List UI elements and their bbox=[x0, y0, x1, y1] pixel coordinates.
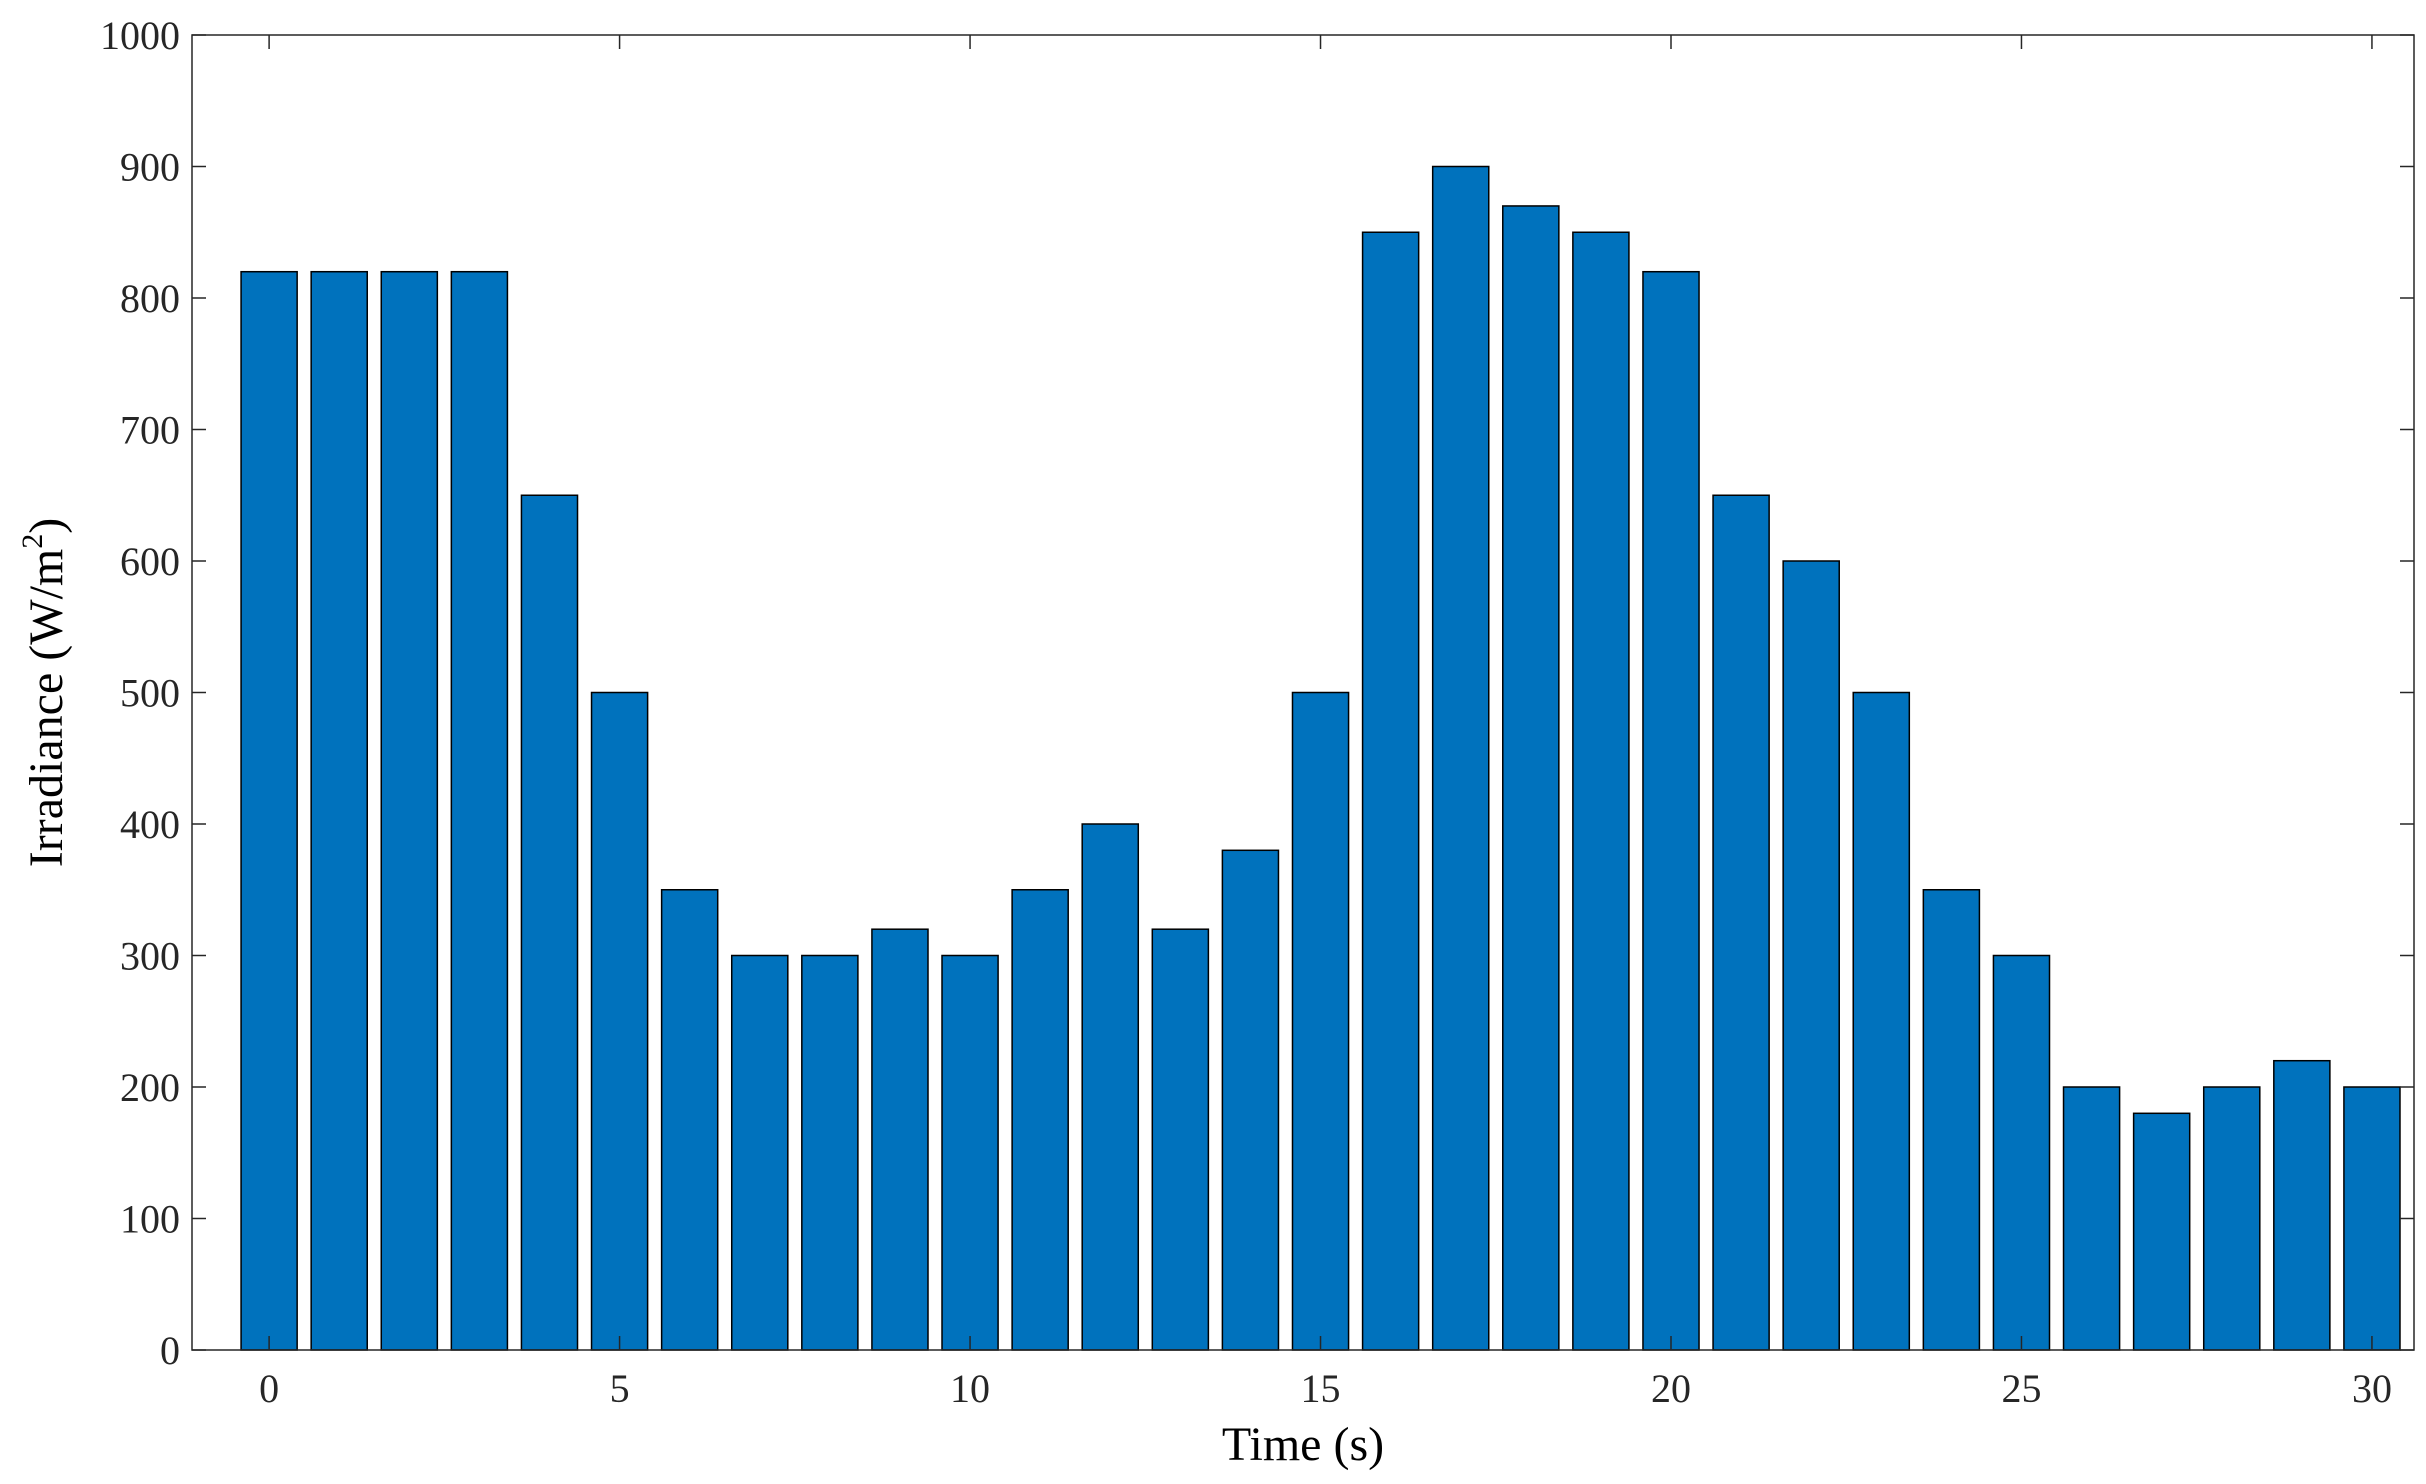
x-tick-label: 15 bbox=[1301, 1366, 1341, 1411]
y-tick-label: 1000 bbox=[100, 13, 180, 58]
bar-t20 bbox=[1642, 270, 1700, 1351]
y-tick-label: 800 bbox=[120, 276, 180, 321]
y-tick-label: 300 bbox=[120, 934, 180, 979]
bar-t7 bbox=[730, 954, 789, 1351]
bar-t0 bbox=[240, 270, 298, 1351]
bar-t28 bbox=[2202, 1086, 2261, 1351]
x-tick-label: 20 bbox=[1651, 1366, 1691, 1411]
bar-t15 bbox=[1291, 691, 1350, 1351]
x-tick-label: 25 bbox=[2001, 1366, 2041, 1411]
y-tick-label: 700 bbox=[120, 408, 180, 453]
y-tick-label: 400 bbox=[120, 802, 180, 847]
y-tick-label: 100 bbox=[120, 1197, 180, 1242]
bar-t8 bbox=[801, 954, 859, 1351]
y-axis-label: Irradiance (W/m2) bbox=[16, 518, 73, 867]
bar-t14 bbox=[1221, 849, 1280, 1351]
bar-t22 bbox=[1782, 560, 1840, 1351]
bar-t13 bbox=[1151, 928, 1210, 1351]
bar-t9 bbox=[871, 928, 929, 1351]
bar-t29 bbox=[2273, 1059, 2331, 1351]
bar-t1 bbox=[310, 270, 368, 1351]
bars-group bbox=[240, 165, 2401, 1351]
bar-t19 bbox=[1572, 231, 1630, 1351]
y-tick-label: 0 bbox=[160, 1328, 180, 1373]
bar-t21 bbox=[1712, 494, 1770, 1351]
bar-t12 bbox=[1081, 823, 1140, 1351]
bar-t4 bbox=[520, 494, 579, 1351]
x-axis-ticks: 0 5 10 15 20 25 30 bbox=[259, 35, 2392, 1411]
bar-t26 bbox=[2062, 1086, 2121, 1351]
bar-t2 bbox=[380, 270, 439, 1351]
bar-t18 bbox=[1502, 205, 1560, 1351]
y-axis-label-close: ) bbox=[20, 518, 73, 534]
y-axis-ticks: 0 100 200 300 400 500 600 700 800 900 1000 bbox=[100, 13, 2414, 1373]
bar-t17 bbox=[1431, 165, 1490, 1351]
x-tick-label: 10 bbox=[950, 1366, 990, 1411]
y-tick-label: 500 bbox=[120, 671, 180, 716]
bar-t11 bbox=[1011, 889, 1069, 1351]
y-tick-label: 600 bbox=[120, 539, 180, 584]
bar-t30 bbox=[2343, 1086, 2401, 1351]
y-tick-label: 900 bbox=[120, 145, 180, 190]
bar-t24 bbox=[1922, 889, 1981, 1351]
y-tick-label: 200 bbox=[120, 1065, 180, 1110]
bar-t27 bbox=[2132, 1112, 2191, 1351]
bar-t3 bbox=[450, 270, 509, 1351]
bar-t25 bbox=[1992, 954, 2051, 1351]
x-tick-label: 5 bbox=[610, 1366, 630, 1411]
x-tick-label: 30 bbox=[2352, 1366, 2392, 1411]
bar-t23 bbox=[1852, 691, 1911, 1351]
x-axis-label: Time (s) bbox=[1222, 1418, 1384, 1471]
bar-t5 bbox=[590, 691, 649, 1351]
bar-t16 bbox=[1361, 231, 1420, 1351]
y-axis-label-main: Irradiance (W/m bbox=[20, 549, 73, 867]
x-tick-label: 0 bbox=[259, 1366, 279, 1411]
bar-t10 bbox=[941, 954, 999, 1351]
bar-t6 bbox=[660, 889, 719, 1351]
y-axis-label-superscript: 2 bbox=[16, 534, 49, 549]
